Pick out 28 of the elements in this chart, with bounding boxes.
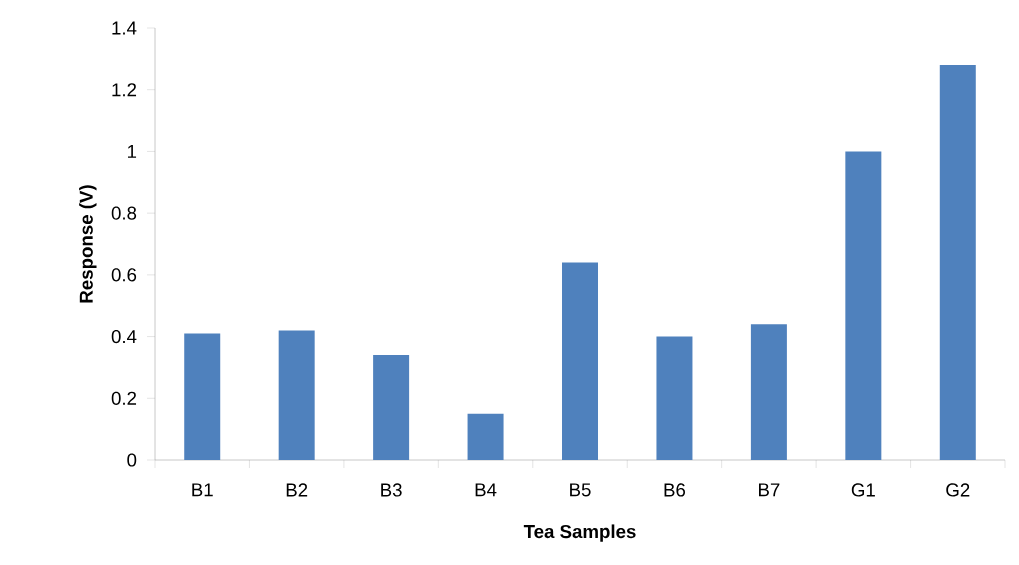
x-tick-label: B4: [475, 483, 497, 497]
x-tick-label: B3: [381, 483, 402, 497]
x-axis-title: Tea Samples: [523, 524, 636, 542]
bar: [562, 262, 599, 460]
y-tick-label: 0: [127, 453, 137, 467]
y-tick-label: 1.2: [112, 83, 137, 97]
bar: [656, 336, 693, 460]
bar: [373, 355, 410, 460]
y-tick-label: 1: [128, 145, 137, 158]
bar: [939, 65, 976, 460]
x-tick-label: B6: [664, 483, 686, 497]
bar: [278, 330, 315, 460]
y-tick-label: 0.6: [111, 268, 137, 282]
y-tick-label: 0.2: [111, 391, 137, 405]
x-tick-label: B1: [192, 483, 213, 497]
bar: [845, 151, 882, 460]
x-tick-label: B7: [759, 483, 780, 497]
y-axis-title: Response (V): [79, 185, 97, 303]
y-tick-label: 0.4: [111, 329, 137, 344]
y-tick-label: 0.8: [111, 206, 137, 220]
x-tick-label: B5: [570, 483, 591, 497]
x-tick-label: B2: [286, 483, 308, 497]
bar: [467, 413, 504, 460]
y-tick-label: 1.4: [112, 21, 137, 35]
bar: [184, 333, 221, 460]
x-tick-label: G1: [851, 483, 875, 497]
x-tick-label: G2: [946, 483, 970, 497]
bar: [750, 324, 787, 460]
